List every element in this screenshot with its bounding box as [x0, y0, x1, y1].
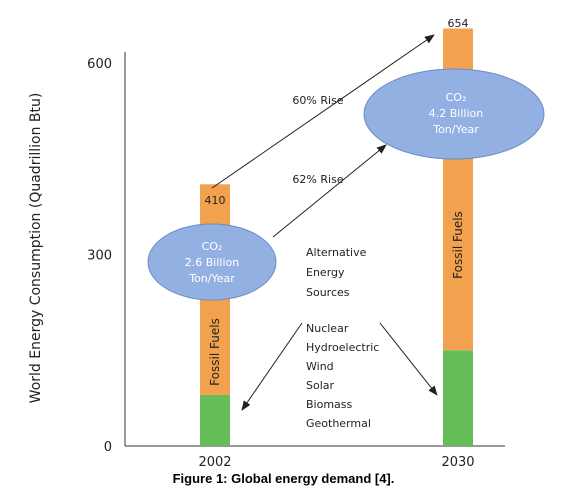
- alt-heading-line: Alternative: [306, 246, 367, 259]
- energy-demand-chart: World Energy Consumption (Quadrillion Bt…: [28, 17, 545, 470]
- alt-source-item: Solar: [306, 379, 335, 392]
- co2-2002-line-3: Ton/Year: [188, 272, 235, 285]
- rise-label-top: 60% Rise: [292, 94, 343, 107]
- co2-2030-line-1: CO₂: [446, 91, 467, 104]
- fossil-label-2002: Fossil Fuels: [208, 318, 222, 386]
- bar-2030-renewables: [443, 350, 473, 446]
- alt-source-item: Geothermal: [306, 417, 371, 430]
- bar-2002-renewables: [200, 394, 230, 446]
- alternative-energy-list: Nuclear Hydroelectric Wind Solar Biomass Geot…: [306, 322, 379, 430]
- alt-arrow-left: [241, 322, 303, 411]
- total-label-2030: 654: [448, 17, 469, 30]
- alternative-energy-heading: Alternative Energy Sources: [306, 246, 367, 299]
- co2-ellipse-2030: [363, 68, 545, 160]
- alt-source-item: Biomass: [306, 398, 353, 411]
- rise-arrow-top: [211, 34, 435, 189]
- co2-2002-line-1: CO₂: [202, 240, 223, 253]
- rise-arrow-bottom: [272, 144, 387, 238]
- y-tick-label: 0: [104, 440, 112, 455]
- alt-source-item: Wind: [306, 360, 334, 373]
- rise-label-bottom: 62% Rise: [292, 173, 343, 186]
- y-axis-label: World Energy Consumption (Quadrillion Bt…: [28, 93, 44, 404]
- co2-2002-line-2: 2.6 Billion: [185, 256, 239, 269]
- alt-source-item: Hydroelectric: [306, 341, 379, 354]
- x-tick-2030: 2030: [441, 455, 474, 470]
- fossil-label-2030: Fossil Fuels: [451, 211, 465, 279]
- figure-caption: Figure 1: Global energy demand [4].: [172, 471, 395, 486]
- y-tick-label: 600: [87, 57, 112, 72]
- co2-2030-line-3: Ton/Year: [432, 123, 479, 136]
- alt-heading-line: Energy: [306, 266, 345, 279]
- co2-2030-line-2: 4.2 Billion: [429, 107, 483, 120]
- alt-heading-line: Sources: [306, 286, 350, 299]
- alt-arrow-right: [379, 322, 438, 396]
- total-label-2002: 410: [205, 194, 226, 207]
- alt-source-item: Nuclear: [306, 322, 349, 335]
- x-tick-2002: 2002: [198, 455, 231, 470]
- co2-ellipse-2002: [147, 223, 277, 301]
- y-tick-label: 300: [87, 249, 112, 264]
